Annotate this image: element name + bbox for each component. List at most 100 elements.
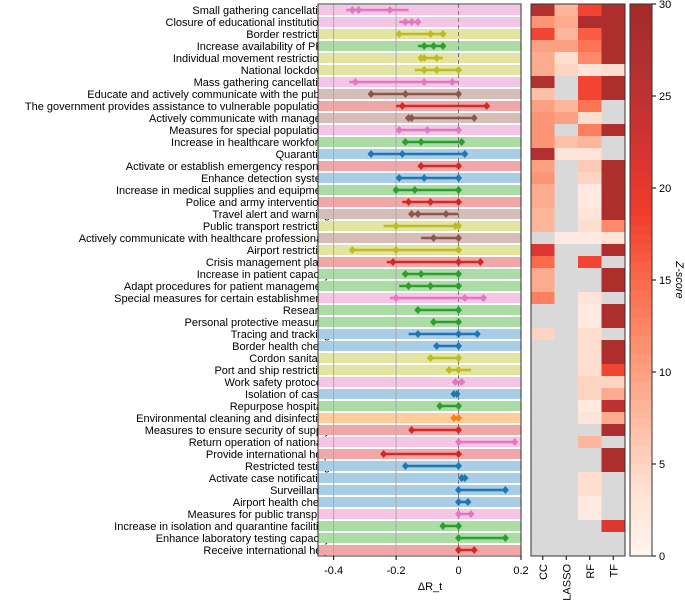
heatmap-cell: [554, 412, 579, 425]
point-marker: [426, 282, 434, 290]
heatmap-cell: [531, 88, 555, 101]
row-label: Public transport restriction: [203, 221, 330, 233]
heatmap-cell: [531, 196, 555, 209]
point-marker: [348, 6, 356, 14]
heatmap-cell: [554, 88, 579, 101]
colorbar-segment: [630, 68, 652, 79]
point-marker: [414, 18, 422, 26]
row-band: [318, 533, 521, 543]
heatmap-cell: [578, 88, 602, 101]
colorbar-tick-label: 15: [659, 275, 671, 287]
heatmap-cell: [554, 484, 579, 497]
point-marker: [348, 246, 356, 254]
heatmap-cell: [578, 256, 602, 269]
row-label: Quarantine: [276, 149, 330, 161]
row-label: Return operation of nationals: [189, 437, 331, 449]
heatmap-cell: [601, 424, 626, 437]
point-marker: [420, 42, 428, 50]
heatmap-cell: [601, 196, 626, 209]
point-marker: [455, 282, 463, 290]
heatmap-cell: [554, 472, 579, 485]
heatmap-frame: [530, 3, 626, 557]
point-marker: [367, 90, 375, 98]
colorbar-segment: [630, 454, 652, 465]
point-marker: [351, 78, 359, 86]
colorbar-label: Z-score: [673, 260, 685, 298]
colorbar-segment: [630, 234, 652, 244]
heatmap-cell: [601, 460, 626, 473]
point-marker: [439, 30, 447, 38]
heatmap-cell: [601, 448, 626, 461]
colorbar-segment: [630, 132, 652, 143]
heatmap-cell: [531, 544, 555, 557]
colorbar-segment: [630, 123, 652, 134]
row-band: [318, 341, 521, 351]
heatmap-cell: [554, 28, 579, 41]
row-label: Restricted testing: [245, 461, 330, 473]
heatmap-cell: [578, 124, 602, 137]
heatmap-cell: [554, 208, 579, 221]
heatmap-cell: [554, 100, 579, 113]
colorbar-tick-label: 25: [659, 91, 671, 103]
colorbar-segment: [630, 445, 652, 456]
heatmap-col-label: RF: [585, 564, 597, 579]
row-label: Increase in isolation and quarantine fac…: [114, 521, 330, 533]
heatmap-cell: [531, 292, 555, 305]
point-marker: [414, 330, 422, 338]
heatmap-cell: [554, 364, 579, 377]
colorbar-segment: [630, 22, 652, 33]
heatmap-cell: [578, 172, 602, 185]
heatmap-cell: [578, 304, 602, 317]
heatmap-cell: [554, 520, 579, 533]
point-marker: [501, 534, 509, 542]
point-marker: [401, 270, 409, 278]
heatmap-cell: [554, 352, 579, 365]
heatmap-cell: [578, 16, 602, 29]
heatmap-cell: [554, 292, 579, 305]
point-marker: [389, 258, 397, 266]
heatmap-cell: [531, 460, 555, 473]
heatmap-cell: [601, 232, 626, 245]
heatmap-cell: [601, 328, 626, 341]
colorbar-segment: [630, 546, 652, 557]
heatmap-cell: [531, 484, 555, 497]
point-marker: [455, 342, 463, 350]
heatmap-cell: [578, 268, 602, 281]
colorbar-segment: [630, 427, 652, 437]
colorbar-segment: [630, 252, 652, 263]
point-marker: [455, 402, 463, 410]
colorbar-segment: [630, 528, 652, 539]
row-label: Activate case notification: [209, 473, 330, 485]
colorbar-segment: [630, 537, 652, 548]
heatmap-cell: [601, 484, 626, 497]
row-label: Increase in patient capacity: [197, 269, 331, 281]
heatmap-cell: [531, 352, 555, 365]
heatmap-cell: [531, 52, 555, 65]
point-marker: [408, 114, 416, 122]
colorbar-segment: [630, 316, 652, 327]
point-marker: [430, 42, 438, 50]
row-label: Individual movement restrictions: [173, 53, 331, 65]
point-marker: [455, 366, 463, 374]
row-band: [318, 509, 521, 519]
heatmap-cell: [554, 76, 579, 89]
point-marker: [455, 270, 463, 278]
row-label: Airport restriction: [247, 245, 330, 257]
heatmap-cell: [601, 124, 626, 137]
point-marker: [458, 378, 466, 386]
point-marker: [461, 294, 469, 302]
delta-rt-plot: -0.4 -0.2 0 0.2: [317, 3, 529, 577]
heatmap-cell: [601, 148, 626, 161]
row-label: Adapt procedures for patient management: [124, 281, 330, 293]
heatmap-cell: [601, 256, 626, 269]
heatmap-cell: [601, 436, 626, 449]
heatmap-cell: [554, 448, 579, 461]
point-marker: [439, 42, 447, 50]
colorbar-segment: [630, 298, 652, 309]
heatmap-cell: [601, 412, 626, 425]
colorbar-segment: [630, 215, 652, 226]
heatmap-cell: [578, 316, 602, 329]
heatmap-cell: [531, 136, 555, 149]
heatmap-cell: [531, 160, 555, 173]
